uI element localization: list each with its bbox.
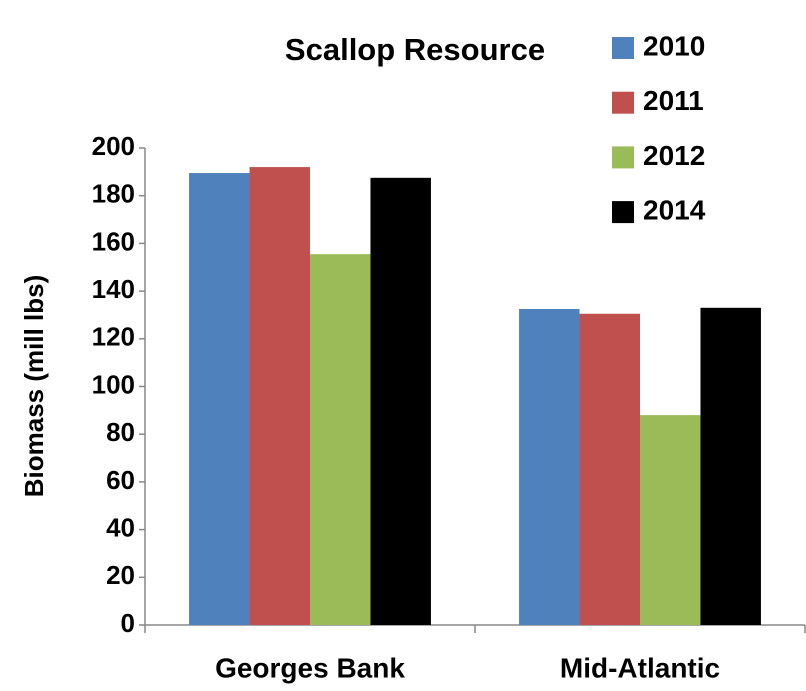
bar: [370, 177, 431, 625]
x-tick-label: Mid-Atlantic: [560, 652, 720, 683]
legend-swatch: [612, 146, 634, 169]
bar: [640, 415, 701, 625]
chart-title: Scallop Resource: [285, 32, 545, 67]
y-tick-label: 120: [92, 322, 135, 352]
bar: [700, 307, 761, 625]
legend-swatch: [612, 201, 634, 224]
bar: [189, 173, 250, 626]
y-tick-label: 60: [106, 465, 135, 495]
y-tick-label: 140: [92, 274, 135, 304]
y-tick-label: 200: [92, 131, 135, 161]
legend-label: 2011: [643, 85, 704, 116]
y-tick-label: 20: [106, 560, 135, 590]
y-tick-label: 100: [92, 369, 135, 399]
bar: [579, 313, 640, 625]
legend-label: 2014: [643, 194, 706, 225]
y-tick-label: 40: [106, 512, 135, 542]
y-tick-label: 0: [121, 608, 135, 638]
y-tick-label: 180: [92, 179, 135, 209]
legend-label: 2010: [643, 30, 705, 61]
x-tick-label: Georges Bank: [215, 652, 405, 683]
y-tick-label: 160: [92, 226, 135, 256]
y-tick-label: 80: [106, 417, 135, 447]
y-axis-label: Biomass (mill lbs): [19, 275, 49, 498]
legend-label: 2012: [643, 140, 705, 171]
bar: [249, 167, 310, 625]
bar: [519, 308, 580, 625]
legend-swatch: [612, 91, 634, 114]
bar: [310, 254, 371, 625]
legend-swatch: [612, 37, 634, 59]
